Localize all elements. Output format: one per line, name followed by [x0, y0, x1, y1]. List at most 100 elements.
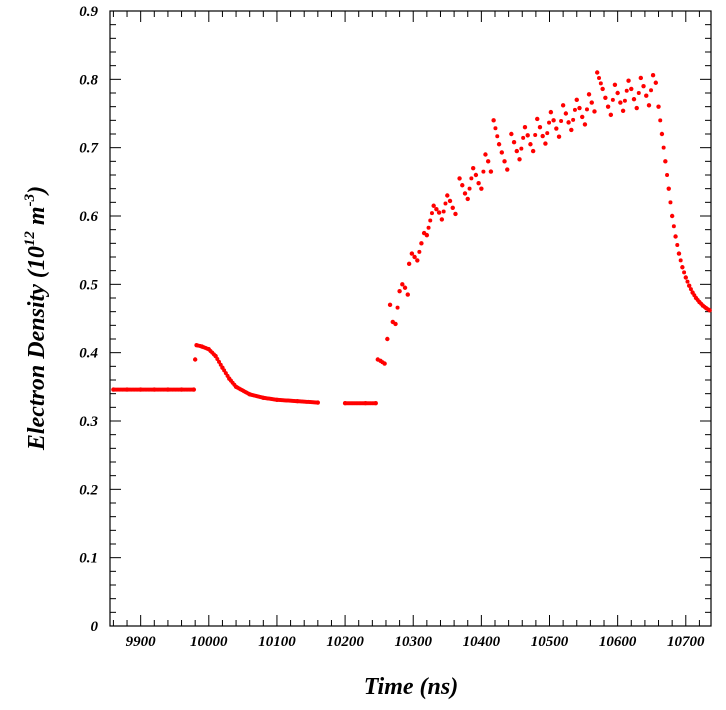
- data-point: [419, 241, 424, 246]
- data-point: [495, 134, 500, 139]
- x-tick-label: 10300: [394, 634, 432, 650]
- data-point: [395, 305, 400, 310]
- data-point: [547, 120, 552, 125]
- data-point: [580, 114, 585, 120]
- data-point: [470, 165, 476, 171]
- data-point: [659, 131, 665, 137]
- data-point: [618, 100, 623, 105]
- x-tick-label: 10500: [531, 634, 569, 650]
- x-tick-label: 10400: [463, 634, 501, 650]
- data-point: [387, 302, 393, 308]
- data-point: [467, 186, 472, 191]
- data-point: [559, 119, 564, 124]
- data-point: [397, 288, 402, 294]
- data-point: [415, 258, 420, 263]
- data-point: [582, 122, 588, 127]
- data-point: [428, 218, 433, 223]
- data-point: [574, 97, 579, 103]
- data-point: [600, 86, 605, 92]
- data-point: [584, 107, 589, 112]
- data-point: [385, 336, 390, 342]
- data-point: [540, 133, 545, 139]
- data-point: [315, 400, 321, 405]
- data-point: [426, 225, 431, 230]
- data-point: [479, 186, 484, 191]
- data-point: [373, 401, 378, 406]
- data-point: [215, 356, 220, 361]
- data-point: [658, 118, 663, 123]
- data-point: [499, 150, 505, 155]
- data-point: [634, 105, 639, 111]
- data-point: [393, 321, 398, 327]
- data-point: [400, 282, 405, 287]
- data-point: [502, 159, 507, 164]
- y-axis-title: Electron Density (1012 m-3): [22, 186, 50, 451]
- data-point: [517, 157, 522, 162]
- data-point: [688, 287, 693, 292]
- y-tick-label: 0.6: [79, 209, 98, 225]
- data-point: [535, 116, 540, 122]
- data-point: [624, 88, 629, 93]
- data-point: [405, 292, 410, 297]
- data-point: [509, 131, 514, 137]
- data-point: [680, 265, 685, 270]
- data-point: [441, 209, 446, 214]
- data-point: [476, 181, 481, 186]
- data-point: [488, 169, 494, 174]
- y-axis-title-unit: m: [24, 206, 50, 231]
- data-point: [577, 105, 582, 111]
- data-point: [528, 142, 533, 147]
- data-point: [653, 80, 659, 85]
- data-point: [450, 205, 455, 210]
- data-point: [457, 176, 462, 181]
- data-point: [586, 92, 592, 97]
- data-point: [612, 82, 618, 88]
- x-tick-labels: 9900 10000 10100 10200 10300 10400 10500 10600 1…: [126, 634, 705, 650]
- data-point: [615, 90, 620, 96]
- data-point: [496, 142, 502, 147]
- y-tick-label: 0.7: [79, 141, 98, 157]
- data-point: [605, 104, 611, 109]
- data-point: [629, 86, 634, 92]
- y-tick-label: 0.8: [79, 72, 98, 88]
- data-point: [483, 152, 488, 157]
- data-point: [682, 270, 687, 275]
- data-point: [402, 285, 408, 290]
- plot-frame: [109, 10, 712, 627]
- y-axis-title-main: Electron Density (10: [24, 246, 50, 451]
- y-axis-title-close: ): [24, 186, 50, 196]
- data-point: [663, 159, 668, 164]
- data-point: [443, 201, 448, 206]
- data-point: [505, 167, 510, 172]
- data-point: [545, 131, 550, 136]
- data-point: [666, 186, 671, 191]
- x-tick-label: 10200: [326, 634, 364, 650]
- data-point: [530, 148, 536, 154]
- x-tick-label: 9900: [126, 634, 157, 650]
- y-axis-title-unit-exponent: -3: [22, 193, 38, 206]
- data-point: [514, 148, 519, 154]
- data-point: [465, 196, 470, 202]
- data-point: [572, 107, 577, 112]
- data-point: [592, 109, 597, 114]
- data-point: [686, 283, 692, 288]
- y-axis-title-exponent: 12: [22, 231, 38, 247]
- data-point: [571, 117, 576, 122]
- y-tick-label: 0.2: [79, 482, 98, 498]
- data-point: [525, 133, 530, 138]
- x-tick-label: 10600: [599, 634, 637, 650]
- data-point: [646, 103, 652, 108]
- data-point: [678, 258, 683, 263]
- data-point: [533, 133, 538, 138]
- y-tick-label: 0.5: [79, 277, 98, 293]
- data-point: [191, 387, 197, 392]
- y-tick-label: 0.3: [79, 414, 98, 430]
- data-point: [473, 172, 479, 178]
- data-point: [436, 210, 442, 215]
- data-point: [626, 78, 631, 83]
- data-point: [537, 124, 543, 130]
- data-point: [668, 200, 673, 205]
- data-point: [620, 108, 626, 113]
- data-point: [434, 206, 439, 212]
- data-point: [636, 91, 641, 95]
